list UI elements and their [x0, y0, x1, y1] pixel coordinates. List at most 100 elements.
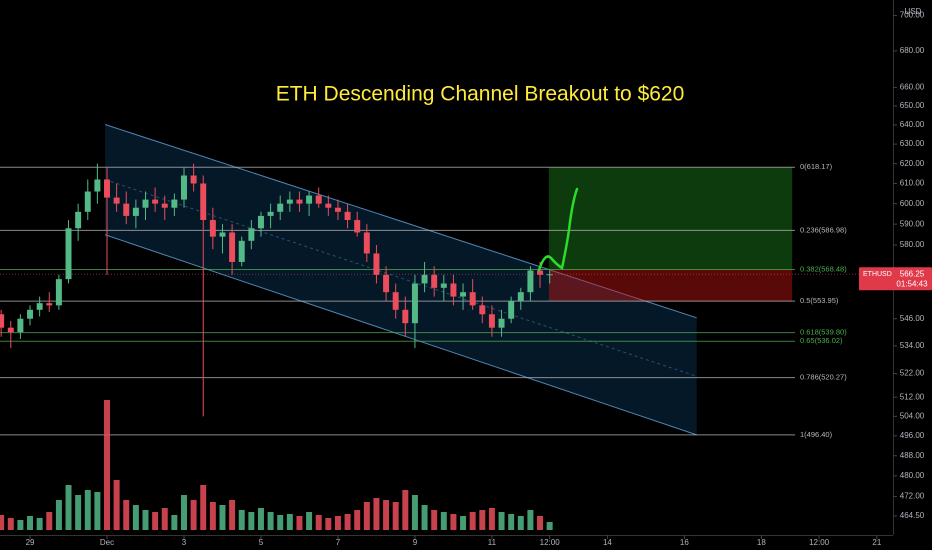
- volume-bar: [142, 510, 149, 530]
- volume-bar: [469, 512, 476, 530]
- volume-bar: [498, 512, 505, 530]
- candle-body: [209, 220, 216, 237]
- y-tick-label: 640.00: [900, 120, 925, 129]
- volume-bar: [229, 500, 236, 530]
- candle-body: [248, 228, 255, 241]
- candle-body: [229, 232, 236, 262]
- candle-body: [75, 211, 82, 229]
- volume-bar: [113, 480, 120, 530]
- candle-body: [488, 314, 495, 328]
- candle-body: [200, 183, 207, 221]
- candle-body: [296, 199, 303, 204]
- y-tick-label: 660.00: [900, 82, 925, 91]
- candle-body: [181, 175, 187, 200]
- y-tick-label: 480.00: [900, 471, 925, 480]
- candle-body: [421, 274, 428, 284]
- volume-bar: [537, 516, 544, 530]
- volume-bar: [238, 510, 245, 530]
- fib-label: 0(618.17): [800, 162, 833, 171]
- volume-bar: [546, 522, 553, 530]
- fib-label: 0.618(539.80): [800, 328, 847, 337]
- candle-body: [450, 283, 457, 297]
- candle-body: [537, 270, 544, 275]
- volume-bar: [46, 512, 53, 530]
- volume-bar: [123, 500, 130, 530]
- volume-bar: [440, 512, 447, 530]
- x-tick-label: 9: [413, 538, 418, 547]
- y-tick-label: 534.00: [900, 341, 925, 350]
- candle-body: [257, 215, 264, 229]
- candle-body: [190, 175, 197, 184]
- candle-body: [325, 203, 332, 208]
- currency-label: USD: [905, 7, 922, 16]
- y-tick-label: 590.00: [900, 219, 925, 228]
- y-tick-label: 512.00: [900, 392, 925, 401]
- x-tick-label: 14: [603, 538, 612, 547]
- y-tick-label: 610.00: [900, 179, 925, 188]
- volume-bar: [325, 518, 332, 530]
- volume-bar: [527, 510, 534, 530]
- candle-body: [161, 203, 168, 208]
- candle-body: [315, 195, 322, 204]
- volume-bar: [152, 512, 159, 530]
- volume-bar: [17, 520, 24, 530]
- x-tick-label: 5: [259, 538, 264, 547]
- candle-body: [132, 207, 139, 216]
- plot-layer: 0(618.17) 0.236(586.98) 0.382(568.48) 0.5(5…: [0, 11, 932, 547]
- symbol-label: ETHUSD: [863, 271, 892, 278]
- candle-body: [286, 199, 293, 204]
- fib-label: 0.382(568.48): [800, 264, 847, 273]
- candle-body: [123, 203, 130, 216]
- volume-bar: [334, 516, 341, 530]
- candle-body: [517, 292, 524, 301]
- volume-bar: [402, 490, 409, 530]
- candle-body: [411, 283, 418, 324]
- volume-bar: [479, 510, 486, 530]
- candle-body: [7, 327, 14, 333]
- candle-body: [46, 303, 53, 306]
- y-tick-label: 546.00: [900, 314, 925, 323]
- fib-label: 0.786(520.27): [800, 373, 847, 382]
- x-tick-label: 12:00: [809, 538, 830, 547]
- candle-body: [460, 292, 467, 297]
- candle-body: [55, 279, 62, 306]
- candle-body: [373, 253, 380, 275]
- volume-bar: [190, 500, 197, 530]
- target-zone: [548, 167, 793, 270]
- candle-body: [152, 199, 159, 204]
- volume-bar: [200, 485, 207, 530]
- volume-bar: [383, 500, 390, 530]
- candle-body: [238, 240, 245, 262]
- x-tick-label: 18: [757, 538, 766, 547]
- candle-body: [527, 270, 534, 293]
- candle-body: [431, 274, 438, 288]
- stop-zone: [548, 269, 793, 302]
- x-tick-label: 21: [872, 538, 881, 547]
- candle-body: [344, 211, 351, 221]
- y-tick-label: 522.00: [900, 369, 925, 378]
- candle-body: [27, 309, 34, 319]
- volume-bar: [508, 514, 515, 530]
- volume-bar: [257, 508, 264, 530]
- y-tick-label: 488.00: [900, 451, 925, 460]
- y-tick-label: 700.00: [900, 11, 925, 20]
- volume-bar: [354, 510, 361, 530]
- volume-bar: [421, 505, 428, 530]
- volume-bar: [27, 516, 34, 530]
- volume-bar: [36, 518, 43, 530]
- candle-body: [94, 179, 101, 192]
- volume-bar: [132, 505, 139, 530]
- y-tick-label: 650.00: [900, 101, 925, 110]
- candle-body: [277, 203, 284, 212]
- x-tick-label: 29: [26, 538, 35, 547]
- volume-bar: [517, 516, 524, 530]
- channel-fill: [105, 124, 697, 435]
- volume-bar: [286, 514, 293, 530]
- volume-bar: [460, 516, 467, 530]
- x-tick-label: 11: [488, 538, 497, 547]
- candle-body: [402, 309, 409, 324]
- volume-bar: [181, 495, 187, 530]
- y-tick-label: 620.00: [900, 159, 925, 168]
